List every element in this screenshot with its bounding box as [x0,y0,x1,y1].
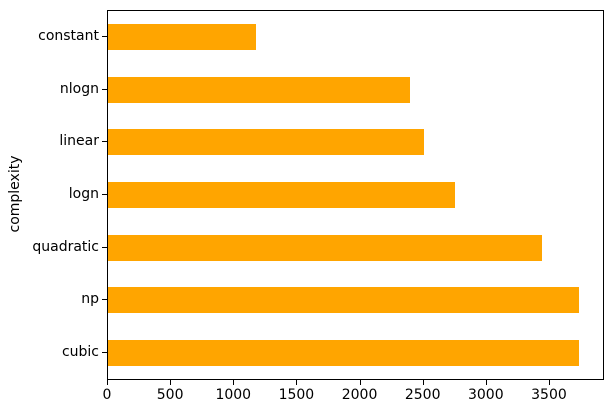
bar-constant [108,24,256,51]
plot-area [107,10,604,380]
bar-cubic [108,339,579,366]
x-tick-mark [296,380,298,385]
bar-np [108,287,579,314]
x-tick-mark [422,380,424,385]
x-tick-label-3000: 3000 [467,387,504,403]
x-tick-mark [233,380,235,385]
x-tick-label-1500: 1500 [278,387,315,403]
y-tick-mark [102,299,107,301]
y-tick-mark [102,88,107,90]
bar-logn [108,182,456,208]
y-tick-label-nlogn: nlogn [59,80,99,97]
x-tick-label-2000: 2000 [341,387,378,403]
x-tick-mark [170,380,172,385]
x-tick-label-1000: 1000 [215,387,252,403]
y-tick-mark [102,194,107,195]
x-tick-mark [485,380,487,385]
x-tick-label-2500: 2500 [404,387,441,403]
bar-linear [108,129,424,156]
bar-nlogn [108,76,410,103]
y-tick-label-constant: constant [38,28,99,45]
y-tick-mark [102,246,107,248]
y-tick-label-logn: logn [68,186,99,202]
y-tick-mark [102,141,107,143]
x-tick-label-3500: 3500 [531,387,567,403]
y-tick-label-linear: linear [59,133,99,150]
y-tick-label-np: np [81,291,99,308]
y-tick-mark [102,36,107,38]
y-tick-mark [102,351,107,353]
x-tick-mark [548,380,550,385]
y-tick-label-cubic: cubic [61,343,99,360]
x-tick-label-0: 0 [102,387,112,403]
x-tick-label-500: 500 [156,387,184,403]
y-tick-label-quadratic: quadratic [32,238,99,255]
x-tick-mark [359,380,361,385]
bar-quadratic [108,234,543,261]
x-tick-mark [107,380,108,385]
